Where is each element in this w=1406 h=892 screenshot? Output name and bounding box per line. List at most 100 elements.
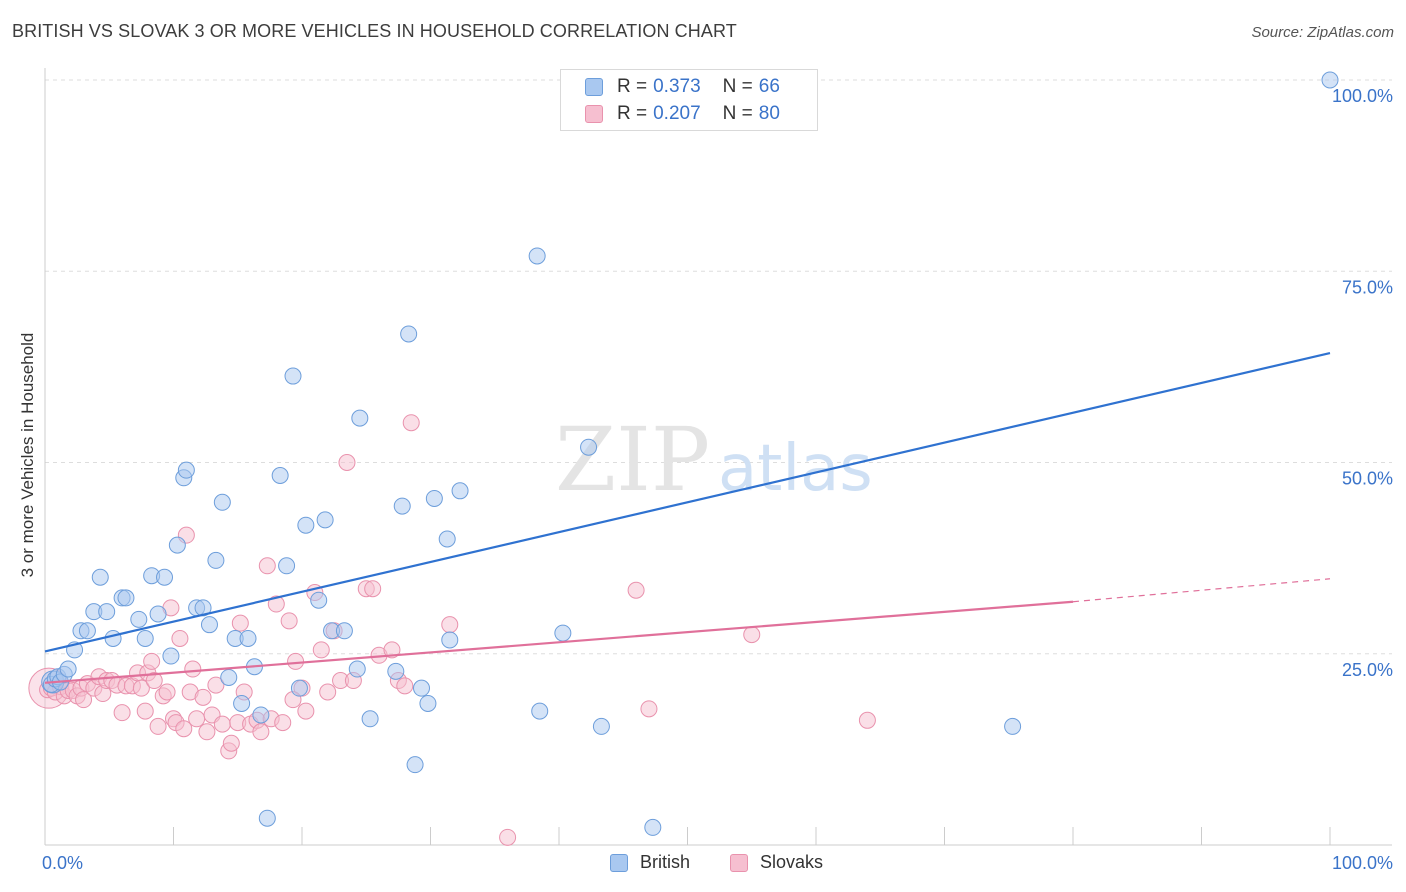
british-point xyxy=(98,603,116,621)
british-point xyxy=(348,660,366,678)
slovaks-point xyxy=(274,714,292,732)
british-point xyxy=(1004,717,1022,735)
chart-title: BRITISH VS SLOVAK 3 OR MORE VEHICLES IN … xyxy=(12,21,737,41)
slovaks-point xyxy=(396,677,414,695)
british-point xyxy=(162,647,180,665)
british-point xyxy=(644,818,662,836)
british-point xyxy=(284,367,302,385)
british-point xyxy=(413,679,431,697)
slovaks-point xyxy=(338,454,356,471)
slovaks-n-label: N = xyxy=(722,103,753,124)
slovaks-point xyxy=(184,660,202,678)
british-point xyxy=(271,467,289,485)
slovaks-point xyxy=(143,652,161,670)
watermark: ZIP atlas xyxy=(555,408,873,511)
slovaks-point xyxy=(499,828,517,846)
british-point xyxy=(200,616,218,634)
slovaks-point xyxy=(136,702,154,720)
y-tick-label: 25.0% xyxy=(1342,660,1393,680)
british-legend-label: British xyxy=(640,852,691,872)
slovaks-point xyxy=(132,679,150,697)
british-point xyxy=(78,622,96,640)
slovaks-point xyxy=(222,734,240,752)
legend-row-slovaks: R = 0.207 N = 80 xyxy=(585,102,780,126)
series-legend: British Slovaks xyxy=(0,852,1406,878)
tick-labels: 25.0% 50.0% 75.0% 100.0% 0.0% 100.0% xyxy=(42,86,1393,873)
british-point xyxy=(177,461,195,479)
british-point xyxy=(156,568,174,586)
british-point xyxy=(554,624,572,642)
slovaks-point xyxy=(287,652,305,670)
slovaks-point xyxy=(188,710,206,728)
british-point xyxy=(406,756,424,774)
british-point xyxy=(278,557,296,575)
slovaks-point xyxy=(149,717,167,735)
british-r-value: 0.373 xyxy=(653,76,701,97)
british-point xyxy=(213,493,231,511)
british-point xyxy=(252,706,270,724)
slovaks-point xyxy=(640,700,658,718)
y-tick-label: 100.0% xyxy=(1332,86,1393,106)
slovaks-point xyxy=(364,580,382,598)
british-point xyxy=(233,694,251,712)
british-point xyxy=(239,629,257,647)
british-n-value: 66 xyxy=(758,76,780,97)
slovaks-point xyxy=(297,702,315,720)
axes xyxy=(44,68,1392,846)
grid-lines xyxy=(45,79,1392,655)
british-point xyxy=(335,622,353,640)
slovaks-swatch xyxy=(585,105,603,123)
slovaks-trend-line xyxy=(44,600,1074,684)
british-point xyxy=(441,631,459,649)
legend-item-british[interactable]: British xyxy=(610,852,690,873)
slovaks-point xyxy=(441,616,459,634)
slovaks-point xyxy=(213,715,231,733)
slovaks-point xyxy=(280,612,298,630)
slovaks-point xyxy=(312,641,330,659)
british-point xyxy=(220,668,238,686)
british-legend-swatch xyxy=(610,853,628,872)
slovaks-r-value: 0.207 xyxy=(653,103,701,124)
british-point xyxy=(1321,71,1339,89)
slovaks-point xyxy=(402,414,420,432)
slovaks-point xyxy=(743,626,761,644)
slovaks-point xyxy=(258,557,276,575)
british-point xyxy=(59,660,77,678)
stats-legend: R = 0.373 N = 66 R = 0.207 N = 80 xyxy=(560,69,818,131)
british-point xyxy=(130,610,148,628)
source-label: Source: ZipAtlas.com xyxy=(1251,24,1394,41)
slovaks-r-label: R = xyxy=(617,103,648,124)
british-point xyxy=(316,511,334,529)
slovaks-point xyxy=(198,723,216,741)
british-point xyxy=(297,516,315,534)
legend-item-slovaks[interactable]: Slovaks xyxy=(730,852,823,873)
british-point xyxy=(580,438,598,456)
slovaks-point xyxy=(319,683,337,701)
british-point xyxy=(361,710,379,728)
slovaks-point xyxy=(75,691,93,709)
british-point xyxy=(310,591,328,609)
y-tick-label: 50.0% xyxy=(1342,469,1393,489)
slovaks-point xyxy=(207,676,225,694)
slovaks-point xyxy=(231,614,249,632)
slovaks-point xyxy=(627,581,645,599)
british-point xyxy=(592,717,610,735)
slovaks-legend-swatch xyxy=(730,853,748,872)
british-point xyxy=(400,325,418,343)
trend-lines xyxy=(44,352,1331,684)
x-tick-label: 100.0% xyxy=(1332,853,1393,873)
british-point xyxy=(290,679,308,697)
slovaks-point xyxy=(194,688,212,706)
british-point xyxy=(258,809,276,827)
british-point xyxy=(136,629,154,647)
slovaks-point xyxy=(113,704,131,722)
slovaks-point xyxy=(145,672,163,690)
british-point xyxy=(91,568,109,586)
watermark-zip: ZIP xyxy=(555,408,710,511)
slovaks-point xyxy=(267,595,285,613)
british-point xyxy=(207,551,225,569)
slovaks-point xyxy=(383,641,401,659)
british-point xyxy=(419,694,437,712)
slovaks-trend-extension xyxy=(1072,578,1331,603)
british-point xyxy=(117,589,135,607)
